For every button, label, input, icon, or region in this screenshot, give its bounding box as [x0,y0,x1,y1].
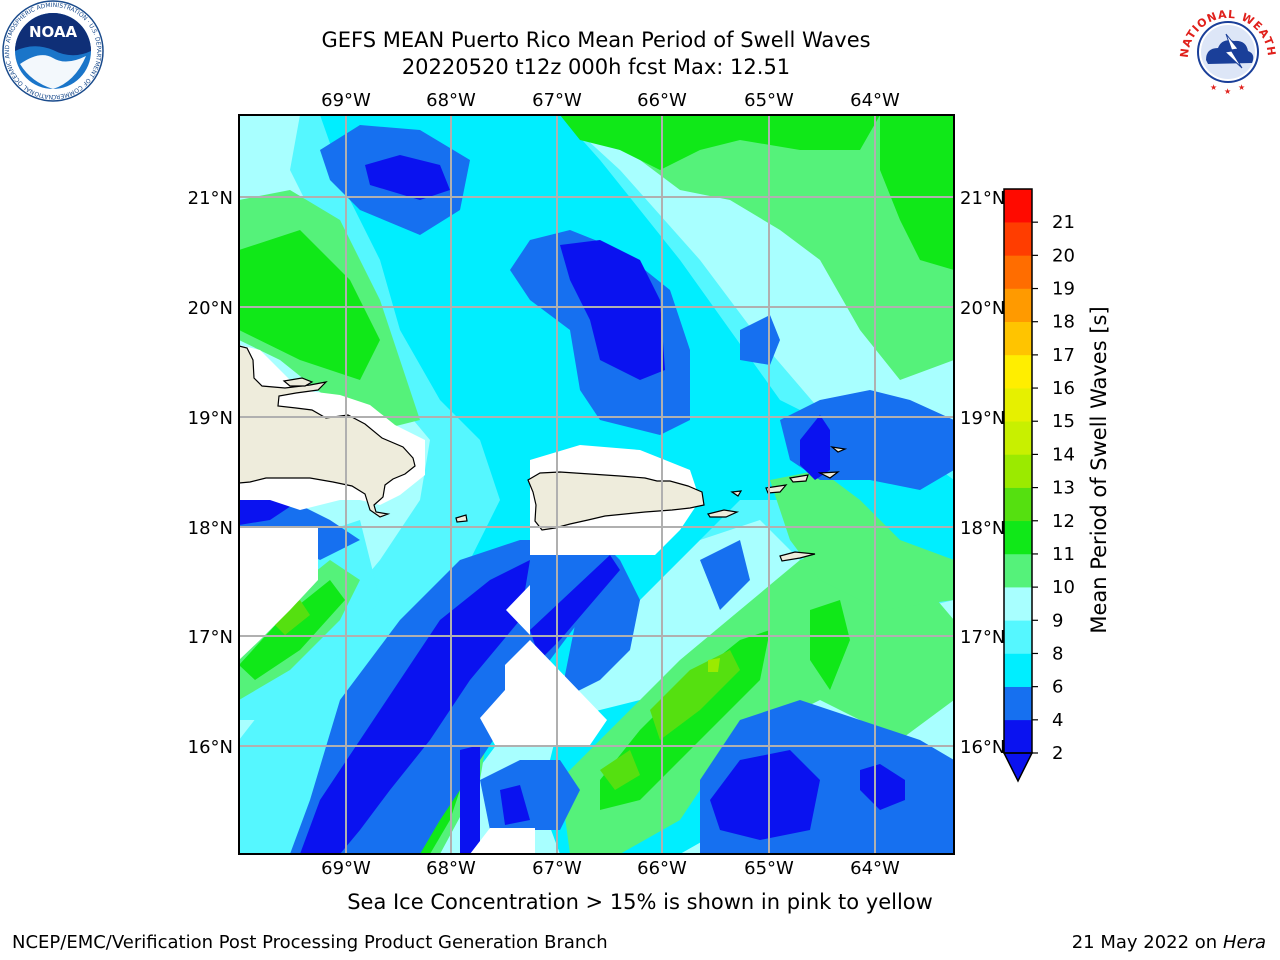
lon-label-top: 65°W [744,90,794,111]
colorbar-segment [1004,255,1032,289]
colorbar-segment [1004,321,1032,356]
sea-ice-note: Sea Ice Concentration > 15% is shown in … [347,890,933,914]
graticule [239,115,954,854]
colorbar-segment [1004,222,1032,256]
lon-label-top: 64°W [850,90,900,111]
lat-label-left: 19°N [188,408,233,429]
lon-label-bottom: 66°W [637,858,687,879]
lon-label-bottom: 65°W [744,858,794,879]
colorbar-tick-label: 8 [1052,643,1063,664]
colorbar-tick-label: 9 [1052,610,1063,631]
colorbar-tick-label: 14 [1052,444,1075,465]
colorbar-tick-label: 11 [1052,544,1075,565]
noaa-logo: NATIONAL OCEANIC AND ATMOSPHERIC ADMINIS… [0,0,104,102]
colorbar-tick-label: 17 [1052,345,1075,366]
colorbar-tick-label: 12 [1052,511,1075,532]
colorbar-segment [1004,719,1032,754]
colorbar-tick-label: 2 [1052,743,1063,764]
swell-period-field [239,115,954,854]
colorbar-tick-label: 16 [1052,378,1075,399]
lon-label-bottom: 64°W [850,858,900,879]
lat-label-left: 17°N [188,627,233,648]
lat-label-left: 21°N [188,188,233,209]
colorbar-segment [1004,653,1032,687]
run-date-text: 21 May 2022 on [1071,932,1218,953]
puerto-rico-land [527,471,705,531]
colorbar: 2 4 6 8 9 10 11 12 13 14 15 16 17 18 19 20 21 [1002,188,1075,783]
lat-label-right: 21°N [960,188,1005,209]
lat-label-right: 16°N [960,737,1005,758]
colorbar-tick-label: 10 [1052,577,1075,598]
svg-text:★: ★ [1238,83,1245,92]
colorbar-tick-label: 4 [1052,710,1063,731]
colorbar-segment [1004,288,1032,323]
colorbar-tick-label: 13 [1052,478,1075,499]
lat-label-left: 16°N [188,737,233,758]
map-subtitle: 20220520 t12z 000h fcst Max: 12.51 [401,55,791,79]
colorbar-tick-label: 15 [1052,411,1075,432]
run-date: 21 May 2022 on Hera [1072,932,1266,953]
colorbar-segment [1004,388,1032,422]
colorbar-tick-label: 18 [1052,312,1075,333]
lat-label-right: 18°N [960,518,1005,539]
lat-label-left: 18°N [188,518,233,539]
lon-label-bottom: 68°W [426,858,476,879]
colorbar-tick-label: 19 [1052,279,1075,300]
colorbar-segment [1004,520,1032,555]
map-frame [238,114,955,855]
colorbar-tick-label: 6 [1052,677,1063,698]
colorbar-segment [1004,421,1032,455]
branch-credit: NCEP/EMC/Verification Post Processing Pr… [12,932,608,953]
colorbar-segment [1004,587,1032,621]
lat-label-right: 17°N [960,627,1005,648]
colorbar-segment [1004,454,1032,488]
lon-label-top: 66°W [637,90,687,111]
host-name: Hera [1222,932,1266,953]
colorbar-tick-label: 20 [1052,245,1075,266]
map-title: GEFS MEAN Puerto Rico Mean Period of Swe… [321,28,871,52]
colorbar-segment [1004,189,1032,223]
colorbar-segment [1004,487,1032,522]
lat-label-right: 20°N [960,298,1005,319]
colorbar-segment [1004,686,1032,721]
st-croix-land [779,551,816,562]
lon-label-top: 69°W [321,90,371,111]
colorbar-segment [1004,354,1032,389]
svg-text:★: ★ [1210,83,1217,92]
lon-label-top: 68°W [426,90,476,111]
lon-label-bottom: 69°W [321,858,371,879]
hispaniola-land [239,345,416,518]
colorbar-label: Mean Period of Swell Waves [s] [1087,306,1111,633]
colorbar-segment [1004,620,1032,654]
nws-logo: NATIONAL WEATHER SERVICE ★ ★ ★ [1176,2,1277,99]
colorbar-frame [1003,188,1033,754]
lat-label-right: 19°N [960,408,1005,429]
colorbar-segment [1004,553,1032,588]
lon-label-top: 67°W [532,90,582,111]
contour-fill-10-11 [239,230,380,380]
svg-text:★: ★ [1224,87,1231,96]
lat-label-left: 20°N [188,298,233,319]
noaa-logo-text: NOAA [29,23,78,41]
colorbar-extend-arrow [1002,752,1034,783]
colorbar-tick-label: 21 [1052,212,1075,233]
lon-label-bottom: 67°W [532,858,582,879]
